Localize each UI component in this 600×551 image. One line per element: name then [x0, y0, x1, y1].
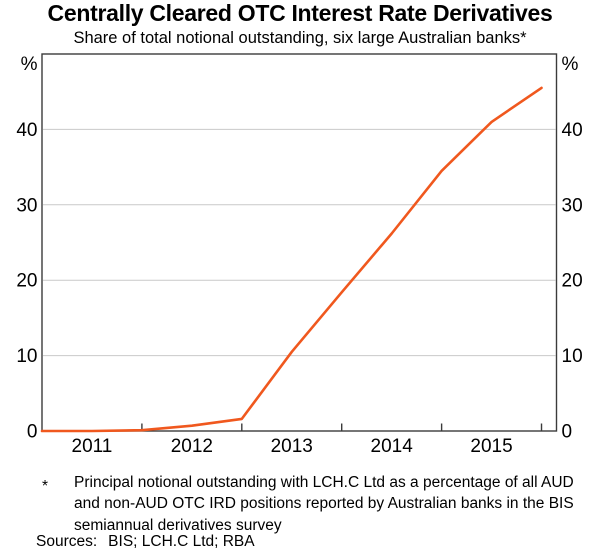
- y-tick-label-left: 0: [27, 422, 38, 443]
- chart-subtitle: Share of total notional outstanding, six…: [73, 29, 527, 47]
- x-year-label: 2015: [470, 436, 512, 457]
- x-year-label: 2013: [271, 436, 313, 457]
- y-tick-label-right: 0: [562, 422, 573, 443]
- footnote-line: and non-AUD OTC IRD positions reported b…: [74, 495, 574, 513]
- sources-label: Sources:: [36, 533, 98, 550]
- data-line-series: [40, 86, 543, 433]
- x-year-label: 2011: [72, 436, 113, 457]
- plot-border: [41, 53, 558, 432]
- x-year-label: 2014: [371, 436, 414, 457]
- y-tick-label-right: 10: [562, 346, 583, 367]
- footnote-marker: *: [42, 478, 49, 495]
- y-tick-label-left: 40: [16, 120, 37, 141]
- y-tick-label-right: 40: [562, 120, 583, 141]
- sources-row: Sources: BIS; LCH.C Ltd; RBA: [36, 533, 255, 551]
- footnote-text: Principal notional outstanding with LCH.…: [74, 472, 574, 536]
- chart-title: Centrally Cleared OTC Interest Rate Deri…: [47, 0, 553, 26]
- y-tick-label-right: 30: [562, 195, 583, 216]
- footnote-line: Principal notional outstanding with LCH.…: [74, 474, 574, 491]
- y-tick-label-left: 30: [16, 195, 37, 216]
- footnote-line: semiannual derivatives survey: [74, 516, 282, 534]
- y-unit-label-right: %: [562, 54, 579, 75]
- y-tick-label-left: 10: [16, 346, 37, 367]
- y-tick-label-right: 20: [562, 271, 583, 292]
- y-unit-label-left: %: [21, 54, 38, 75]
- sources-value: BIS; LCH.C Ltd; RBA: [108, 533, 255, 550]
- y-tick-label-left: 20: [16, 271, 37, 292]
- x-year-label: 2012: [171, 436, 213, 457]
